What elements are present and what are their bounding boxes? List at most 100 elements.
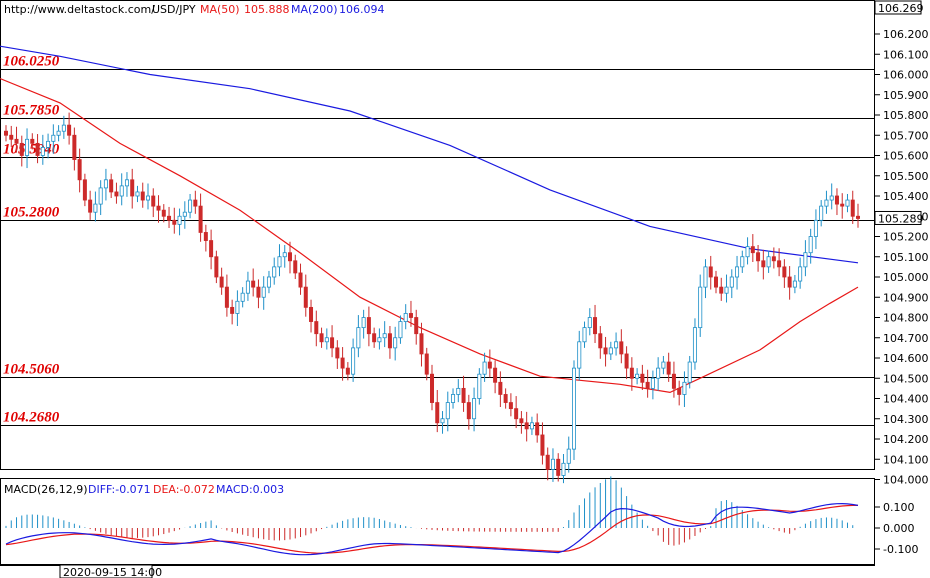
candle-body [203, 232, 208, 241]
price-tick-label: 104.100 [883, 453, 929, 466]
candle-body [687, 361, 692, 383]
candle-body [756, 252, 761, 262]
price-tick-label: 104.200 [883, 433, 929, 446]
candle-body [356, 327, 361, 349]
candle-body [477, 373, 482, 399]
symbol-label: USD/JPY [152, 3, 196, 16]
candle-body [650, 377, 655, 389]
candle-body [677, 387, 682, 395]
candle-body [451, 394, 456, 403]
candle-body [188, 199, 193, 213]
candle-body [819, 205, 824, 221]
candle-body [82, 179, 87, 201]
candle-body [472, 398, 477, 420]
price-tick-label: 104.300 [883, 413, 929, 426]
ma200-line [0, 45, 859, 264]
price-axis: 106.200 106.100 106.000 105.900 105.800 105.7… [875, 28, 929, 487]
candle-body [540, 434, 545, 456]
candle-body [103, 179, 108, 189]
candle-body [151, 195, 156, 207]
candle-body [614, 341, 619, 349]
candle-body [88, 199, 93, 213]
candle-body [429, 373, 434, 403]
macd-axis: 0.100 0.000 -0.100 [875, 501, 918, 556]
candle-body [198, 205, 203, 233]
price-tick-label: 104.900 [883, 291, 929, 304]
candle-body [624, 353, 629, 369]
candle-body [361, 317, 366, 329]
ma200-value: 106.094 [339, 3, 385, 16]
macd-value-label: MACD:0.003 [216, 483, 284, 496]
candle-body [114, 191, 119, 197]
candle-body [351, 347, 356, 375]
candle-body [109, 179, 114, 193]
candle-body [214, 256, 219, 278]
candle-body [224, 286, 229, 308]
candle-body [782, 266, 787, 278]
candle-body [172, 219, 177, 225]
source-url[interactable]: http://www.deltastock.com/ [4, 3, 155, 16]
candle-body [393, 337, 398, 349]
candle-body [466, 402, 471, 420]
candle-body [77, 159, 82, 181]
level-label-2: 105.5940 [3, 142, 60, 158]
candle-body [671, 373, 676, 389]
candle-body [119, 185, 124, 197]
candle-body [850, 199, 855, 217]
candle-body [377, 337, 382, 343]
price-tick-label: 104.700 [883, 332, 929, 345]
candle-body [635, 373, 640, 379]
candle-body [856, 215, 861, 219]
candle-body [798, 266, 803, 282]
candle-body [787, 276, 792, 288]
candle-body [51, 134, 56, 142]
candle-body [608, 347, 613, 355]
candle-body [593, 317, 598, 335]
candle-body [46, 140, 51, 148]
candle-body [219, 276, 224, 288]
macd-tick-label: 0.000 [883, 522, 915, 535]
candle-body [708, 266, 713, 278]
price-tick-label: 105.900 [883, 89, 929, 102]
candle-body [303, 286, 308, 308]
candle-body [493, 367, 498, 383]
candle-body [235, 300, 240, 314]
candle-body [587, 317, 592, 329]
candle-body [556, 458, 561, 476]
candle-body [372, 333, 377, 343]
candle-body [577, 341, 582, 369]
ma50-value: 105.888 [244, 3, 290, 16]
macd-diff-label: DIFF:-0.071 [88, 483, 151, 496]
current-price-label: 105.289 [878, 212, 924, 225]
candle-body [298, 272, 303, 288]
candle-body [661, 361, 666, 369]
candle-body [19, 142, 24, 156]
candle-body [698, 286, 703, 329]
candle-body [266, 276, 271, 288]
candle-body [340, 357, 345, 369]
candle-body [230, 306, 235, 314]
candle-body [803, 252, 808, 268]
candle-body [682, 381, 687, 395]
candle-body [161, 209, 166, 217]
candle-body [640, 373, 645, 383]
macd-diff-line [5, 502, 859, 556]
candle-body [272, 266, 277, 278]
candle-body [508, 402, 513, 410]
candle-body [598, 333, 603, 349]
candle-body [514, 408, 519, 420]
macd-label: MACD(26,12,9) [4, 483, 88, 496]
candle-body [482, 361, 487, 375]
level-label-5: 104.2680 [3, 410, 60, 426]
price-tick-label: 106.100 [883, 48, 929, 61]
candle-body [9, 134, 14, 140]
candle-body [135, 191, 140, 197]
candle-body [561, 462, 566, 476]
candle-body [293, 260, 298, 274]
candle-body [503, 394, 508, 403]
candle-body [445, 402, 450, 420]
candle-body [545, 454, 550, 470]
candle-body [403, 313, 408, 322]
level-label-1: 105.7850 [3, 103, 60, 119]
price-tick-label: 105.600 [883, 150, 929, 163]
